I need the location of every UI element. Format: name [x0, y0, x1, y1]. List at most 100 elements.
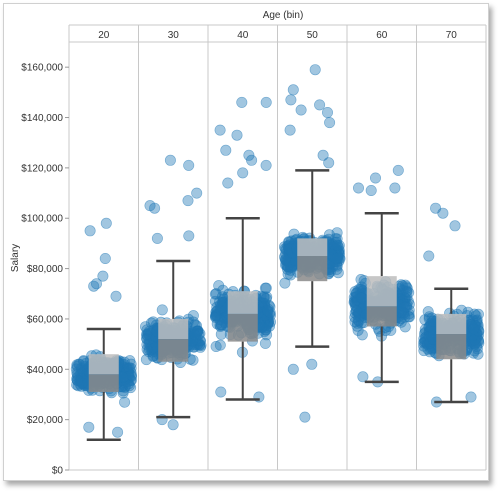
box-lower-half	[366, 306, 397, 327]
data-point	[473, 325, 485, 337]
y-tick-label: $0	[52, 466, 64, 477]
data-point	[123, 380, 135, 392]
y-axis: $0 $20,000 $40,000 $60,000 $80,000 $100,000 $1…	[21, 63, 69, 477]
data-point	[356, 329, 368, 341]
data-point	[183, 230, 195, 242]
data-point	[220, 144, 232, 156]
box-plot	[434, 287, 469, 404]
data-point	[214, 296, 226, 308]
box-upper-half	[366, 276, 397, 307]
data-point	[231, 129, 243, 141]
box-plot	[156, 259, 191, 419]
data-point	[321, 107, 333, 119]
data-point	[389, 182, 401, 194]
data-point	[324, 117, 336, 129]
category-label: 20	[98, 30, 110, 41]
data-point	[467, 323, 479, 335]
data-point	[193, 328, 205, 340]
y-tick-label: $140,000	[21, 113, 63, 124]
data-point	[215, 328, 227, 340]
data-point	[156, 304, 168, 316]
data-point	[119, 396, 131, 408]
data-point	[123, 362, 135, 374]
data-point	[418, 333, 430, 345]
data-point	[243, 149, 255, 161]
data-point	[299, 411, 311, 423]
data-point	[385, 324, 397, 336]
data-point	[216, 291, 228, 303]
data-point	[279, 277, 291, 289]
box-plot	[86, 327, 121, 442]
data-point	[287, 84, 299, 96]
data-point	[117, 371, 129, 383]
data-point	[189, 329, 201, 341]
y-tick-label: $160,000	[21, 63, 63, 74]
data-point	[285, 94, 297, 106]
data-point	[258, 292, 270, 304]
y-tick-label: $120,000	[21, 163, 63, 174]
data-point	[71, 359, 83, 371]
data-point	[399, 321, 411, 333]
box-plot	[364, 211, 399, 384]
data-point	[309, 64, 321, 76]
data-point	[210, 340, 222, 352]
box-plot	[295, 169, 330, 348]
data-point	[99, 253, 111, 265]
data-point	[236, 96, 248, 108]
category-label: 40	[237, 30, 249, 41]
data-point	[314, 99, 326, 111]
data-point	[260, 96, 272, 108]
data-point	[260, 282, 272, 294]
data-point	[214, 339, 226, 351]
y-tick-label: $100,000	[21, 214, 63, 225]
data-point	[71, 374, 83, 386]
data-point	[392, 164, 404, 176]
data-point	[426, 331, 438, 343]
data-point	[355, 292, 367, 304]
box-upper-half	[158, 318, 189, 340]
salary-by-age-chart: Age (bin) Salary 20 30 40 50 60 70 $0$20,000$…	[10, 10, 487, 477]
category-label: 70	[446, 30, 458, 41]
data-point	[350, 305, 362, 317]
data-point	[141, 324, 153, 336]
data-point	[283, 237, 295, 249]
data-point	[369, 172, 381, 184]
y-tick-label: $60,000	[27, 314, 64, 325]
data-point	[222, 177, 234, 189]
x-axis-title: Age (bin)	[263, 10, 304, 21]
box-lower-half	[436, 334, 467, 360]
category-label: 50	[307, 30, 319, 41]
data-point	[323, 157, 335, 169]
data-point	[246, 154, 258, 166]
data-point	[472, 319, 484, 331]
data-point	[260, 159, 272, 171]
data-point	[210, 311, 222, 323]
data-point	[352, 182, 364, 194]
y-axis-title: Salary	[10, 244, 21, 272]
data-point	[83, 421, 95, 433]
data-point	[295, 104, 307, 116]
data-point	[71, 379, 83, 391]
box-upper-half	[297, 238, 328, 256]
category-label: 60	[376, 30, 388, 41]
data-point	[365, 185, 377, 197]
data-point	[167, 419, 179, 431]
data-point	[110, 290, 122, 302]
data-point	[191, 187, 203, 199]
data-point	[71, 369, 83, 381]
data-point	[287, 363, 299, 375]
data-point	[403, 311, 415, 323]
box-plots	[86, 169, 469, 442]
box-lower-half	[227, 313, 258, 342]
data-point	[357, 371, 369, 383]
panel-dividers	[68, 25, 487, 471]
data-point	[349, 311, 361, 323]
box-lower-half	[297, 256, 328, 282]
data-point	[331, 239, 343, 251]
data-point	[214, 124, 226, 136]
data-point	[306, 358, 318, 370]
data-point	[262, 305, 274, 317]
box-upper-half	[88, 354, 119, 375]
data-point	[284, 124, 296, 136]
data-point	[151, 232, 163, 244]
